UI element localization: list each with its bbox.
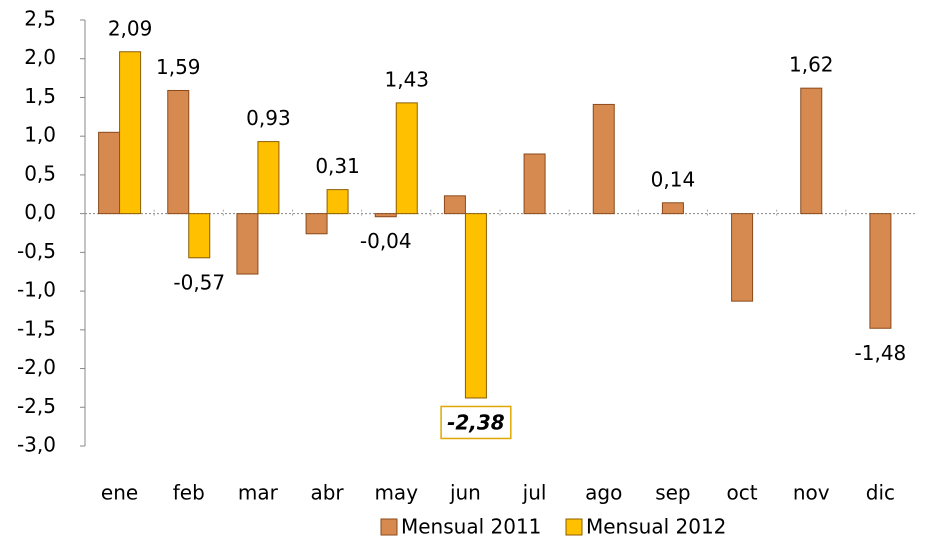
x-tick-label: ago [585, 481, 622, 505]
data-label-bg [644, 163, 702, 196]
data-label-bg [440, 405, 512, 440]
data-label: 1,62 [789, 53, 834, 77]
x-tick-label: jul [522, 481, 547, 505]
data-label-bg [167, 266, 232, 299]
bar [167, 89, 190, 215]
x-tick-label: ene [101, 481, 138, 505]
data-label-bg [309, 150, 366, 183]
y-tick-label: -1,5 [17, 316, 56, 340]
y-tick-label: 1,5 [24, 84, 56, 108]
bar [257, 141, 280, 215]
data-label-bg [848, 336, 913, 369]
legend-label: Mensual 2011 [401, 515, 541, 539]
x-tick-label: nov [793, 481, 830, 505]
data-label-bg [782, 48, 840, 81]
x-tick-label: oct [727, 481, 758, 505]
bar [236, 213, 259, 275]
y-tick-label: -0,5 [17, 239, 56, 263]
data-label: -1,48 [855, 341, 907, 365]
data-label-bg [101, 12, 159, 45]
bar [800, 87, 823, 215]
bar [119, 51, 142, 215]
y-tick-label: 0,0 [24, 200, 56, 224]
y-tick-label: -2,0 [17, 355, 56, 379]
bar [523, 153, 546, 215]
data-label-bg [353, 225, 418, 258]
x-tick-label: feb [173, 481, 205, 505]
data-label: -0,04 [360, 229, 412, 253]
data-label: 0,31 [315, 154, 360, 178]
data-label-bg [378, 63, 436, 96]
data-label-group: -1,48 [848, 336, 913, 369]
data-label-bg [240, 102, 297, 135]
y-tick-label: -2,5 [17, 394, 56, 418]
data-label: -0,57 [173, 270, 225, 294]
bar [464, 213, 487, 399]
x-tick-label: sep [655, 481, 690, 505]
y-tick-label: 2,0 [24, 45, 56, 69]
bar [305, 213, 328, 235]
bar [731, 213, 754, 302]
data-label: -2,38 [447, 410, 505, 434]
bar [869, 213, 892, 329]
x-tick-label: dic [866, 481, 895, 505]
x-tick-label: may [374, 481, 418, 505]
data-label-group: -0,57 [167, 266, 232, 299]
data-label: 2,09 [108, 16, 153, 40]
bar [374, 213, 397, 218]
y-tick-label: -1,0 [17, 278, 56, 302]
bar [592, 103, 615, 215]
data-label-group: 0,14 [644, 163, 702, 196]
data-label-group: 1,62 [782, 48, 840, 81]
legend-swatch [380, 518, 398, 536]
x-tick-label: mar [238, 481, 279, 505]
bar [443, 195, 466, 215]
bar [661, 202, 684, 215]
data-label-group: 1,43 [378, 63, 436, 96]
y-tick-label: 1,0 [24, 123, 56, 147]
data-label: 1,59 [156, 55, 201, 79]
bar [98, 131, 121, 215]
x-tick-label: jun [449, 481, 481, 505]
data-label-group: 2,09 [101, 12, 159, 45]
data-label-group: -2,38 [440, 405, 512, 440]
y-tick-label: 2,5 [24, 7, 56, 31]
bar [395, 102, 418, 215]
data-label-group: 0,31 [309, 150, 366, 183]
data-label: 0,14 [651, 167, 696, 191]
data-label: 1,43 [384, 67, 429, 91]
legend-label: Mensual 2012 [586, 515, 726, 539]
data-label-group: 0,93 [240, 102, 297, 135]
x-tick-label: abr [310, 481, 344, 505]
data-label-bg [149, 50, 207, 83]
bar [326, 189, 349, 215]
bar [188, 213, 211, 259]
y-tick-label: -3,0 [17, 433, 56, 457]
data-label: 0,93 [246, 106, 291, 130]
legend-swatch [565, 518, 583, 536]
y-tick-label: 0,5 [24, 161, 56, 185]
data-label-group: -0,04 [353, 225, 418, 258]
data-label-group: 1,59 [149, 50, 207, 83]
